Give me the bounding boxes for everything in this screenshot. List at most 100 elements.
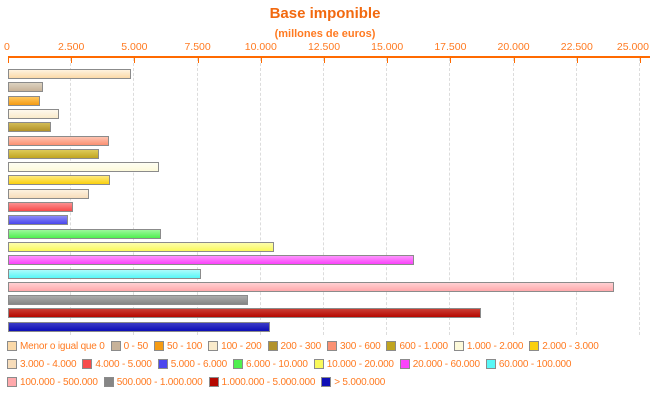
x-tick-label: 20.000 [497,41,530,53]
legend-swatch-icon [153,341,164,351]
x-tick-mark [8,58,9,63]
legend-swatch-icon [233,359,244,369]
legend-label: 600 - 1.000 [399,340,448,352]
bar-2.000 - 3.000 [8,175,110,186]
x-tick-mark [260,58,262,63]
gridline [259,58,261,335]
gridline [512,58,514,335]
x-tick-label: 17.500 [434,41,467,53]
x-tick-label: 15.000 [371,41,404,53]
bar-10.000 - 20.000 [8,241,274,252]
legend-label: 500.000 - 1.000.000 [116,376,203,388]
legend-item: 1.000.000 - 5.000.000 [208,376,316,388]
legend-swatch-icon [103,377,114,387]
x-tick-mark [71,58,73,63]
legend-item: 20.000 - 60.000 [399,358,480,370]
legend-label: 60.000 - 100.000 [498,358,572,370]
x-tick-label: 12.500 [307,41,341,53]
x-tick-label: 0 [4,41,10,53]
x-tick-label: 2.500 [58,41,85,53]
x-tick-label: 10.000 [244,41,277,53]
bar-20.000 - 60.000 [8,255,414,266]
legend-label: 100 - 200 [221,340,262,352]
legend-swatch-icon [82,359,93,369]
x-axis-labels: 0 2.500 5.000 7.500 10.000 12.500 15.000 17.500… [0,41,650,53]
legend-label: 300 - 600 [340,340,381,352]
legend-swatch-icon [157,359,168,369]
legend-swatch-icon [7,359,17,369]
legend-label: 10.000 - 20.000 [326,358,394,370]
legend-item: 1.000 - 2.000 [453,340,524,352]
x-tick-label: 5.000 [121,41,148,53]
legend-swatch-icon [208,341,219,351]
x-tick-mark [197,58,199,63]
legend-label: 20.000 - 60.000 [412,358,480,370]
legend-item: 600 - 1.000 [386,340,448,352]
bar-600 - 1.000 [8,148,99,159]
gridline [449,58,451,335]
legend-label: 100.000 - 500.000 [20,376,98,388]
bar-0 - 50 [8,82,43,93]
bar-Menor o igual que 0 [8,69,131,79]
legend-item: 60.000 - 100.000 [485,358,572,370]
bar-> 5.000.000 [8,321,270,332]
chart-subtitle: (millones de euros) [274,28,376,40]
bar-50 - 100 [8,95,40,106]
legend-swatch-icon [208,377,219,387]
x-tick-mark [450,58,452,63]
legend-item: 2.000 - 3.000 [529,341,599,352]
bar-6.000 - 10.000 [8,228,161,239]
legend-label: 50 - 100 [166,340,203,352]
legend-swatch-icon [399,359,410,369]
legend-swatch-icon [485,359,496,369]
legend-item: 4.000 - 5.000 [82,358,152,370]
legend-item: 200 - 300 [267,340,322,352]
legend-item: 6.000 - 10.000 [233,359,308,370]
gridline [639,58,640,335]
legend-swatch-icon [453,341,464,351]
legend-label: 1.000.000 - 5.000.000 [221,376,316,388]
legend: Menor o igual que 0 0 - 50 50 - 100 100 - 2… [7,337,647,391]
x-tick-mark [513,58,515,63]
chart-title: Base imponible [269,5,381,22]
legend-row: 3.000 - 4.000 4.000 - 5.000 5.000 - 6.000 6… [7,355,647,373]
plot-area [8,58,640,335]
legend-item: > 5.000.000 [321,377,385,388]
gridline [133,58,135,335]
legend-swatch-icon [7,377,17,387]
legend-label: 5.000 - 6.000 [170,358,228,370]
legend-label: 4.000 - 5.000 [95,358,152,370]
bar-200 - 300 [8,122,51,133]
legend-item: 300 - 600 [327,340,381,352]
bar-1.000.000 - 5.000.000 [8,308,481,319]
gridline [196,58,198,335]
bar-3.000 - 4.000 [8,188,89,199]
bar-100 - 200 [8,108,59,119]
legend-swatch-icon [386,341,397,351]
x-tick-mark [324,58,325,63]
x-tick-label: 22.500 [560,41,593,53]
legend-swatch-icon [7,341,17,351]
legend-label: 200 - 300 [280,340,322,352]
bar-300 - 600 [8,135,109,146]
legend-item: Menor o igual que 0 [7,341,105,352]
legend-label: > 5.000.000 [334,376,386,388]
legend-item: 500.000 - 1.000.000 [103,376,203,388]
legend-label: Menor o igual que 0 [20,340,105,352]
legend-label: 3.000 - 4.000 [20,358,77,370]
bar-500.000 - 1.000.000 [8,295,248,306]
legend-label: 1.000 - 2.000 [466,340,524,352]
gridline [323,58,324,335]
x-tick-mark [640,58,641,63]
legend-swatch-icon [267,341,278,351]
bar-4.000 - 5.000 [8,202,73,212]
gridline [386,58,388,335]
legend-swatch-icon [321,377,332,387]
x-tick-label: 25.000 [616,41,649,53]
legend-item: 3.000 - 4.000 [7,358,77,370]
bar-100.000 - 500.000 [8,281,614,292]
x-tick-mark [134,58,136,63]
x-tick-mark [387,58,389,63]
x-tick-mark [576,58,578,63]
